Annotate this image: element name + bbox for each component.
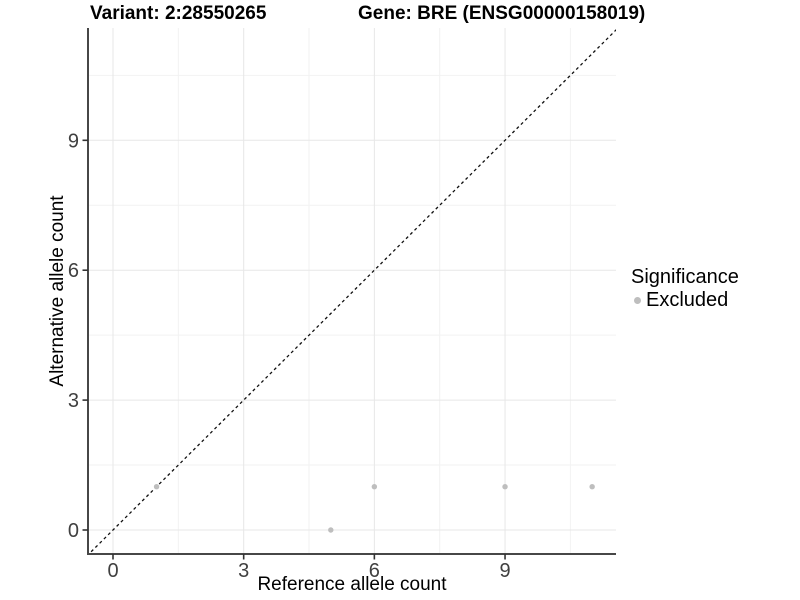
x-tick-label: 9	[499, 560, 510, 582]
x-tick-label: 0	[107, 560, 118, 582]
y-tick-labels: 0 3 6 9	[68, 130, 79, 542]
plot-title-variant: Variant: 2:28550265	[90, 3, 267, 24]
data-point	[328, 527, 334, 533]
data-point	[371, 484, 378, 490]
y-tick-label: 6	[68, 260, 79, 282]
data-point	[153, 484, 160, 490]
y-axis-title: Alternative allele count	[47, 195, 68, 387]
axis-lines	[87, 28, 616, 555]
grid-major	[88, 28, 616, 554]
x-tick-label: 6	[369, 560, 380, 582]
plot-title-gene: Gene: BRE (ENSG00000158019)	[358, 3, 646, 24]
x-tick-label: 3	[238, 560, 249, 582]
legend-title: Significance	[631, 266, 739, 288]
y-tick-label: 9	[68, 130, 79, 152]
legend-item-label: Excluded	[646, 289, 729, 311]
y-tick-label: 3	[68, 390, 79, 412]
x-axis-title: Reference allele count	[257, 574, 447, 595]
legend-swatch-excluded	[634, 296, 641, 304]
identity-line	[88, 29, 616, 554]
legend-item-excluded: Excluded	[631, 289, 739, 311]
axis-ticks	[82, 139, 506, 560]
legend: Significance Excluded	[631, 266, 739, 311]
data-point	[589, 484, 595, 490]
grid-minor	[88, 28, 616, 554]
y-tick-label: 0	[68, 520, 79, 542]
x-tick-labels: 0 3 6 9	[107, 560, 510, 582]
data-point	[502, 484, 508, 490]
data-points	[153, 484, 595, 533]
